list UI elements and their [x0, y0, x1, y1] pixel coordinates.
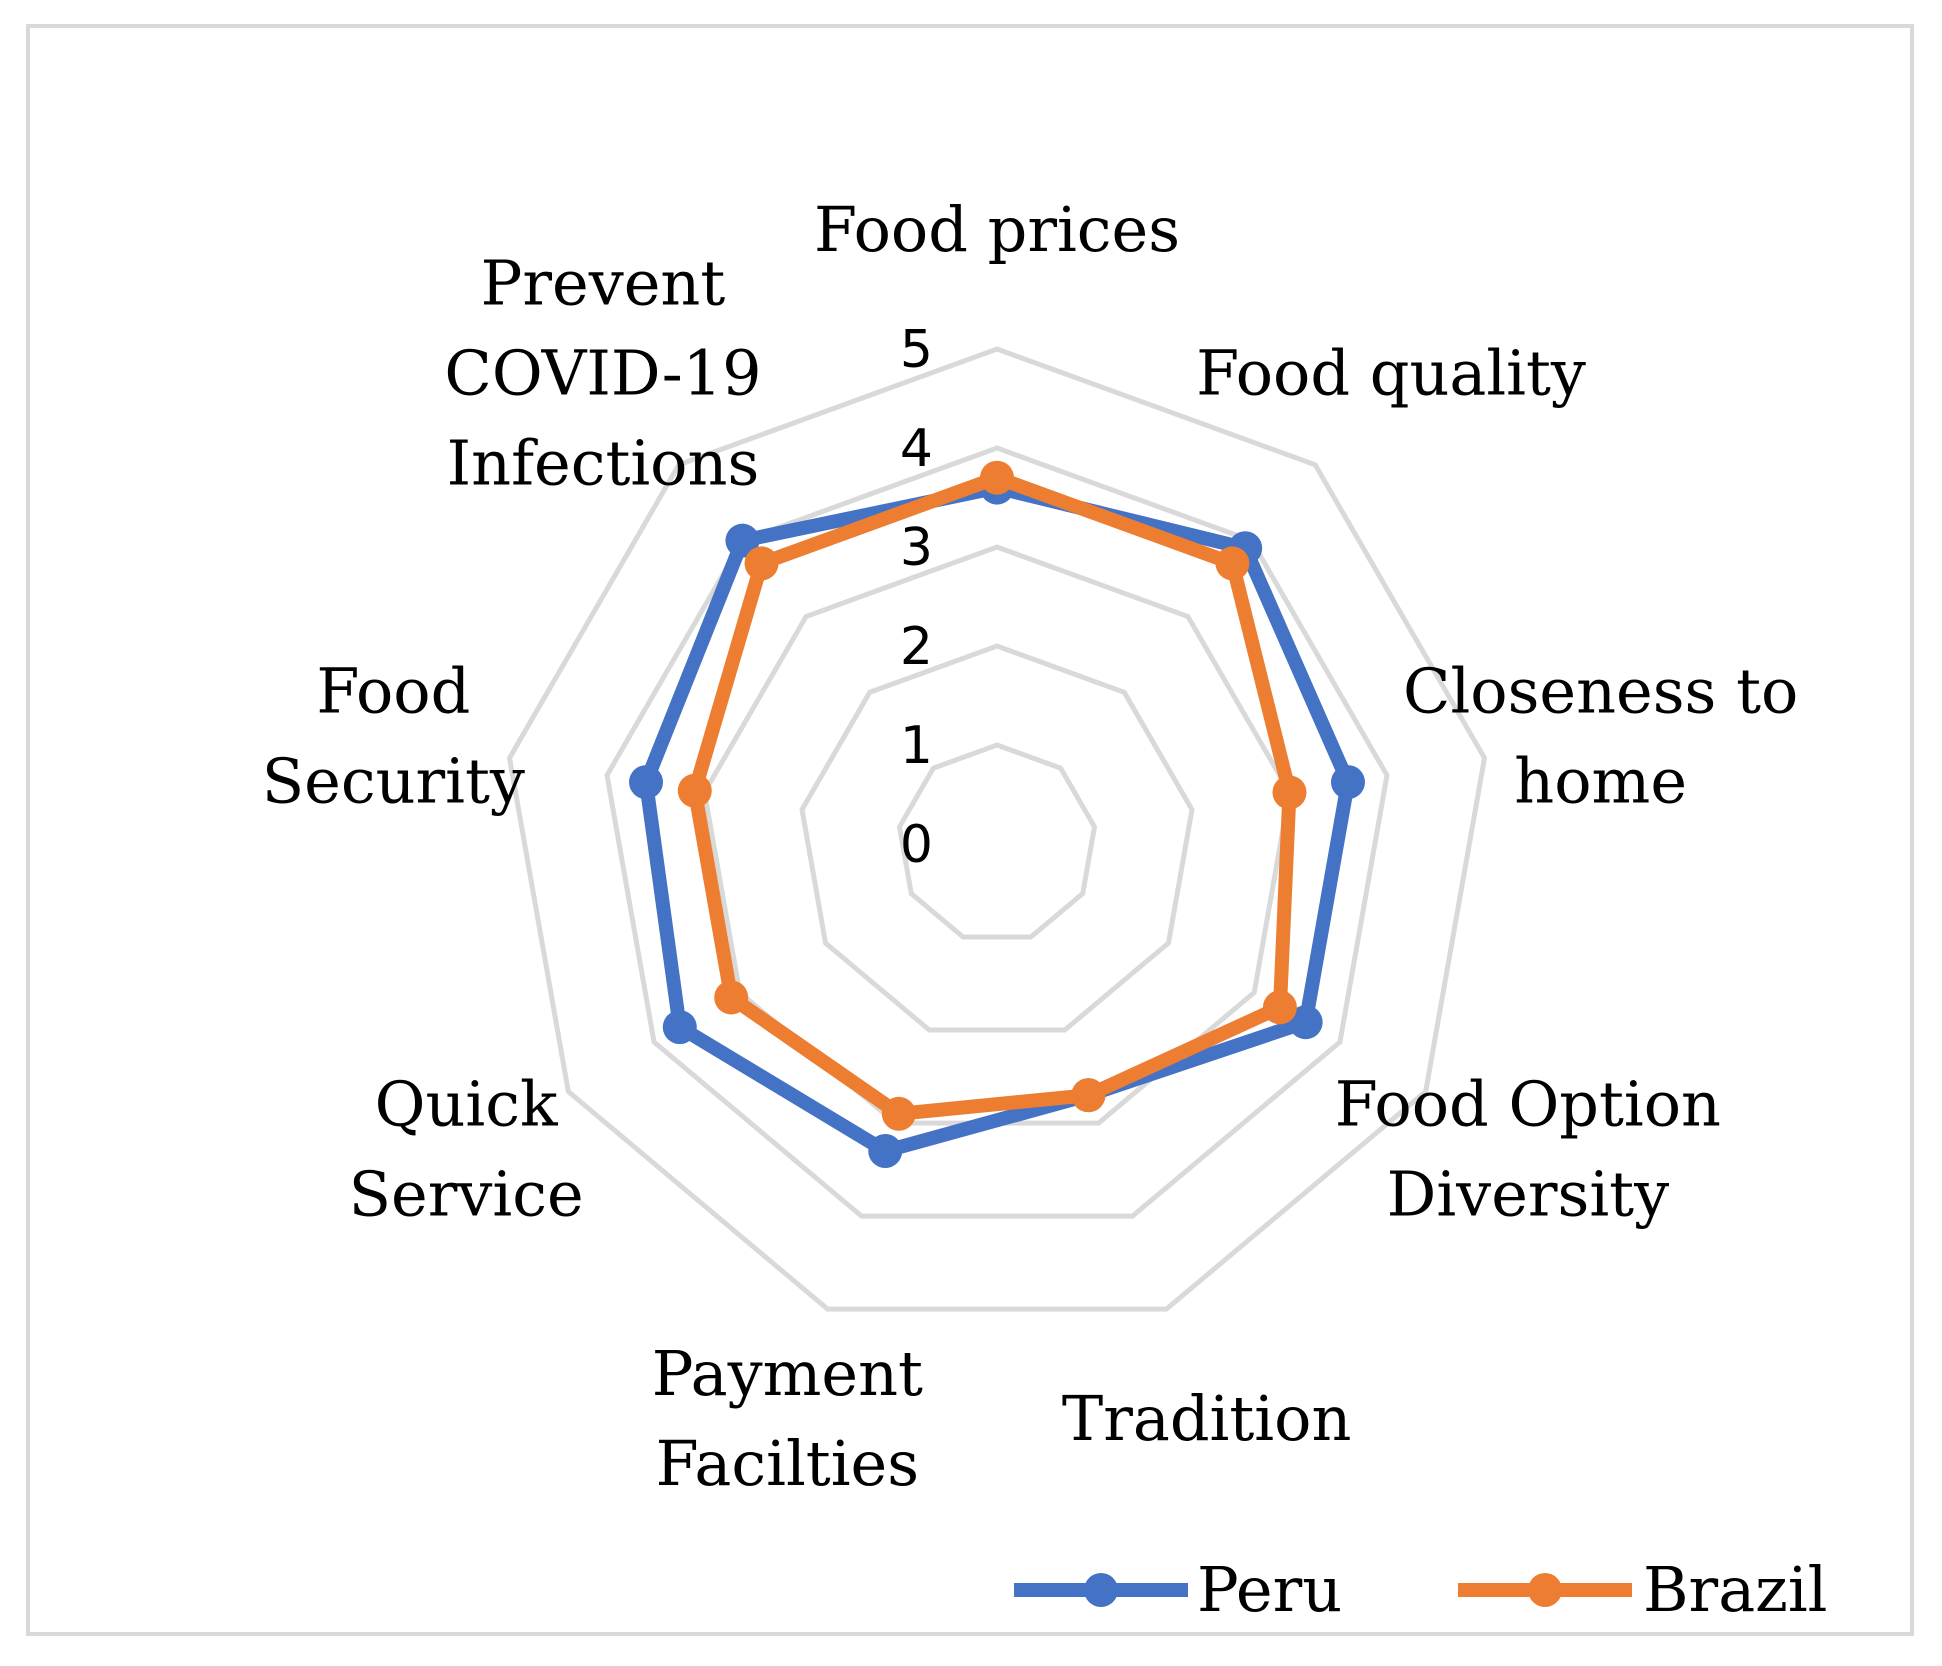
grid-ring-4	[604, 445, 1390, 1219]
data-point-peru	[1330, 765, 1365, 800]
category-label-line: Closeness to	[1403, 655, 1798, 728]
category-label: Food quality	[1196, 336, 1586, 409]
legend-item-brazil: Brazil	[1458, 1553, 1828, 1626]
data-point-brazil	[1272, 775, 1307, 810]
grid-ring-5	[506, 346, 1488, 1312]
data-point-brazil	[1071, 1078, 1106, 1113]
radial-tick-labels: 0 1 2 3 4 5	[900, 320, 933, 875]
category-label-line: Food quality	[1196, 336, 1586, 409]
tick-label: 1	[900, 716, 933, 776]
category-label-line: Tradition	[1062, 1382, 1351, 1455]
data-point-peru	[1288, 1005, 1323, 1040]
category-label: Quick Service	[349, 1068, 584, 1231]
category-label-line: Payment	[652, 1337, 923, 1410]
category-label-line: COVID-19	[444, 336, 761, 409]
data-point-brazil	[744, 546, 779, 581]
grid-ring-2	[799, 643, 1195, 1033]
category-label-line: Service	[349, 1158, 584, 1231]
data-point-brazil	[714, 980, 749, 1015]
tick-label: 0	[900, 815, 933, 875]
category-label-line: Food prices	[814, 193, 1180, 266]
category-label-line: Facilties	[656, 1427, 919, 1500]
tick-label: 5	[900, 320, 933, 380]
data-point-peru	[868, 1133, 903, 1168]
series-line-peru	[639, 480, 1355, 1158]
category-label-line: Infections	[447, 426, 760, 499]
category-label: Food prices	[814, 193, 1180, 266]
data-point-brazil	[1262, 990, 1297, 1025]
category-label-line: Prevent	[481, 246, 726, 319]
category-label: Food Option Diversity	[1335, 1068, 1721, 1231]
data-point-brazil	[677, 773, 712, 808]
data-point-brazil	[980, 460, 1014, 495]
data-point-peru	[662, 1010, 697, 1045]
category-label-line: Security	[262, 745, 525, 818]
category-label-line: Food Option	[1335, 1068, 1721, 1141]
category-label-line: home	[1514, 745, 1687, 818]
data-point-peru	[629, 765, 664, 800]
legend: Peru Brazil	[1014, 1553, 1828, 1626]
series-brazil	[677, 460, 1307, 1131]
category-label: Food Security	[262, 655, 525, 818]
category-label-line: Diversity	[1387, 1158, 1669, 1231]
grid-ring-1	[896, 742, 1098, 940]
tick-label: 4	[900, 419, 933, 479]
radar-series	[629, 460, 1365, 1168]
legend-label-peru: Peru	[1197, 1553, 1342, 1626]
category-label-line: Quick	[375, 1068, 558, 1141]
category-label: Payment Facilties	[652, 1337, 923, 1500]
tick-label: 3	[900, 518, 933, 578]
category-label: Tradition	[1062, 1382, 1351, 1455]
category-label-line: Food	[316, 655, 470, 728]
category-label: Prevent COVID-19 Infections	[444, 246, 761, 499]
legend-label-brazil: Brazil	[1643, 1553, 1828, 1626]
legend-marker-peru	[1084, 1573, 1118, 1607]
legend-marker-brazil	[1528, 1573, 1562, 1607]
data-point-brazil	[1215, 546, 1250, 581]
tick-label: 2	[900, 617, 933, 677]
data-point-brazil	[881, 1096, 916, 1131]
legend-item-peru: Peru	[1014, 1553, 1342, 1626]
category-label: Closeness to home	[1403, 655, 1798, 818]
chart-frame	[26, 24, 1914, 1636]
data-point-peru	[725, 523, 760, 558]
series-line-brazil	[687, 470, 1297, 1121]
series-peru	[629, 470, 1365, 1168]
